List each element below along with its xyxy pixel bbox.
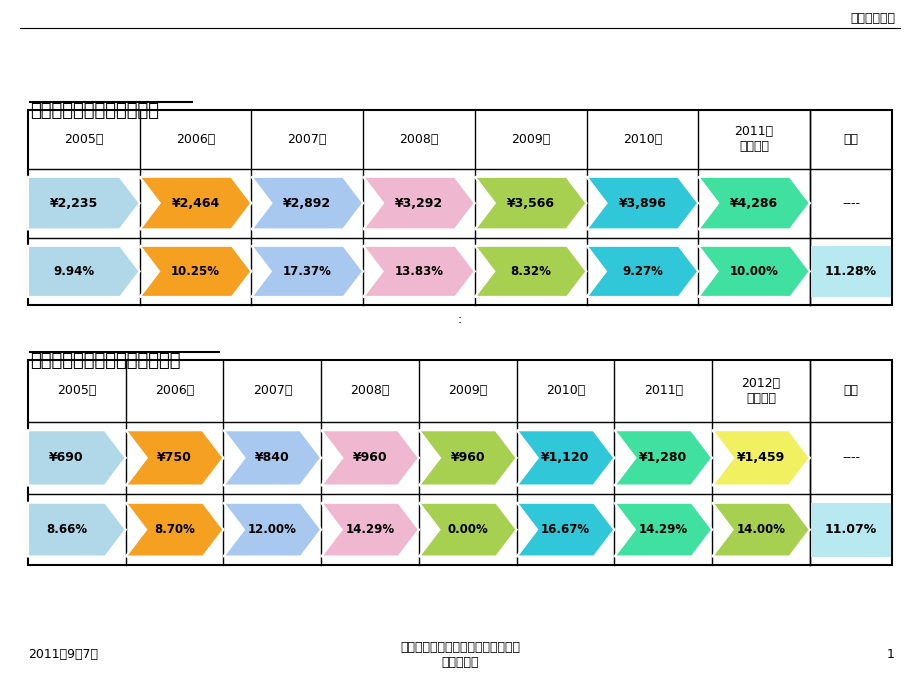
Text: 8.70%: 8.70% [154, 523, 195, 536]
Polygon shape [516, 503, 614, 557]
Text: 2006年: 2006年 [154, 384, 194, 397]
Text: 9.94%: 9.94% [53, 265, 95, 278]
Polygon shape [698, 246, 809, 297]
Text: 平均: 平均 [843, 132, 857, 146]
Polygon shape [586, 246, 698, 297]
Text: 16.67%: 16.67% [540, 523, 589, 536]
Polygon shape [418, 503, 516, 557]
Text: ¥750: ¥750 [157, 451, 192, 464]
Text: 14.29%: 14.29% [638, 523, 687, 536]
Polygon shape [614, 503, 711, 557]
Text: 2008年: 2008年 [399, 132, 438, 146]
Polygon shape [126, 431, 223, 486]
Text: 上海市职工历年最低月工资标准: 上海市职工历年最低月工资标准 [30, 352, 180, 370]
Text: ¥960: ¥960 [450, 451, 484, 464]
Polygon shape [321, 503, 418, 557]
Polygon shape [251, 177, 363, 229]
Text: ¥960: ¥960 [352, 451, 387, 464]
Text: 2011年: 2011年 [643, 384, 682, 397]
Polygon shape [321, 431, 418, 486]
Text: ¥3,566: ¥3,566 [506, 197, 554, 210]
Text: 8.66%: 8.66% [46, 523, 87, 536]
Text: 1: 1 [886, 649, 894, 662]
Text: 人事及行政部: 人事及行政部 [849, 12, 894, 25]
Text: 8.32%: 8.32% [510, 265, 550, 278]
Text: 2010年: 2010年 [622, 132, 662, 146]
Polygon shape [251, 246, 363, 297]
Text: 0.00%: 0.00% [447, 523, 488, 536]
Text: ¥2,235: ¥2,235 [50, 197, 98, 210]
Text: 上海历年数据平均工资、最低工资、
综保、生育: 上海历年数据平均工资、最低工资、 综保、生育 [400, 641, 519, 669]
Bar [810, 503, 890, 557]
Bar [810, 246, 890, 297]
Text: 2010年: 2010年 [545, 384, 584, 397]
Text: ¥840: ¥840 [255, 451, 289, 464]
Polygon shape [614, 431, 711, 486]
Polygon shape [363, 246, 474, 297]
Polygon shape [28, 503, 126, 557]
Text: 上海市职工历年月平均工资: 上海市职工历年月平均工资 [30, 102, 159, 120]
Polygon shape [363, 177, 474, 229]
Text: 14.00%: 14.00% [736, 523, 785, 536]
Text: 2009年: 2009年 [510, 132, 550, 146]
Polygon shape [516, 431, 614, 486]
Text: ¥3,896: ¥3,896 [618, 197, 665, 210]
Text: ¥1,459: ¥1,459 [736, 451, 784, 464]
Polygon shape [474, 177, 586, 229]
Text: 17.37%: 17.37% [282, 265, 332, 278]
Text: 10.00%: 10.00% [729, 265, 777, 278]
Text: ¥4,286: ¥4,286 [729, 197, 777, 210]
Text: 11.07%: 11.07% [824, 523, 876, 536]
Text: 2009年: 2009年 [448, 384, 487, 397]
Polygon shape [586, 177, 698, 229]
Polygon shape [223, 503, 321, 557]
Text: 11.28%: 11.28% [824, 265, 876, 278]
Text: ¥3,292: ¥3,292 [394, 197, 443, 210]
Polygon shape [140, 246, 251, 297]
Polygon shape [126, 503, 223, 557]
Text: 12.00%: 12.00% [247, 523, 297, 536]
Polygon shape [418, 431, 516, 486]
Text: ¥2,464: ¥2,464 [171, 197, 220, 210]
Text: ----: ---- [841, 451, 859, 464]
Text: 2008年: 2008年 [350, 384, 390, 397]
Polygon shape [140, 177, 251, 229]
Text: 14.29%: 14.29% [346, 523, 394, 536]
Text: ¥1,280: ¥1,280 [639, 451, 686, 464]
Text: 10.25%: 10.25% [171, 265, 220, 278]
Text: 平均: 平均 [843, 384, 857, 397]
Text: 2007年: 2007年 [253, 384, 291, 397]
Text: ¥690: ¥690 [49, 451, 84, 464]
Polygon shape [223, 431, 321, 486]
Bar [28, 110, 891, 305]
Polygon shape [698, 177, 809, 229]
Text: 2011年9月7日: 2011年9月7日 [28, 649, 98, 662]
Text: 13.83%: 13.83% [394, 265, 443, 278]
Text: 9.27%: 9.27% [621, 265, 662, 278]
Text: ----: ---- [841, 197, 859, 210]
Text: ¥1,120: ¥1,120 [540, 451, 589, 464]
Text: 2006年: 2006年 [176, 132, 215, 146]
Text: :: : [458, 313, 461, 326]
Text: 2005年: 2005年 [57, 384, 96, 397]
Text: 2005年: 2005年 [64, 132, 104, 146]
Text: 2012年
（预测）: 2012年 （预测） [741, 377, 779, 405]
Bar [28, 360, 891, 565]
Polygon shape [28, 246, 140, 297]
Text: 2007年: 2007年 [288, 132, 326, 146]
Polygon shape [474, 246, 586, 297]
Polygon shape [711, 503, 809, 557]
Text: ¥2,892: ¥2,892 [283, 197, 331, 210]
Polygon shape [28, 177, 140, 229]
Polygon shape [711, 431, 809, 486]
Text: 2011年
（预测）: 2011年 （预测） [733, 126, 773, 153]
Polygon shape [28, 431, 126, 486]
